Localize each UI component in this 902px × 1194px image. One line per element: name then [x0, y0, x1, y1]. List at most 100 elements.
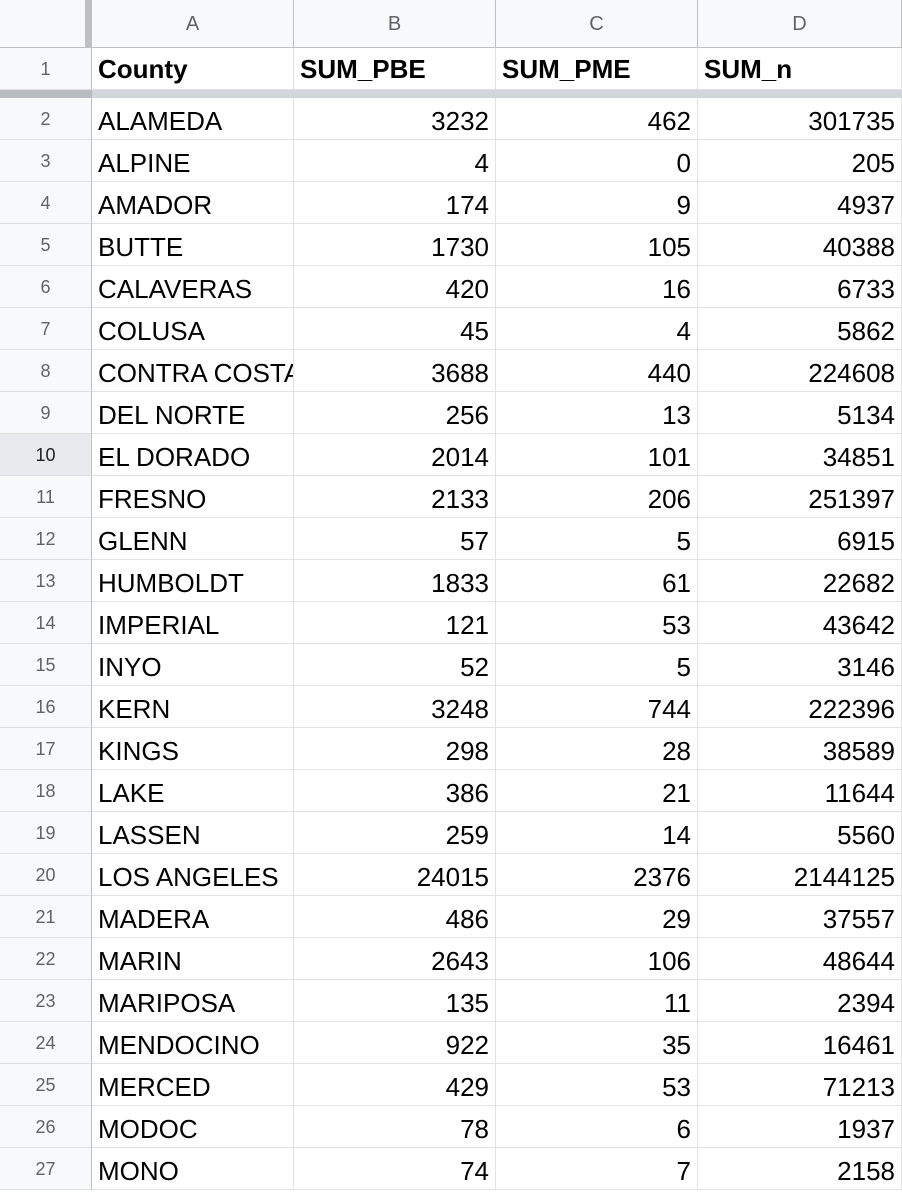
header-cell-c[interactable]: SUM_PME — [496, 48, 698, 90]
row-header[interactable]: 10 — [0, 434, 92, 476]
table-cell[interactable]: LASSEN — [92, 812, 294, 854]
table-cell[interactable]: 386 — [294, 770, 496, 812]
select-all-corner[interactable] — [0, 0, 86, 48]
table-cell[interactable]: 53 — [496, 602, 698, 644]
table-cell[interactable]: 48644 — [698, 938, 902, 980]
table-cell[interactable]: IMPERIAL — [92, 602, 294, 644]
table-cell[interactable]: 45 — [294, 308, 496, 350]
header-cell-d[interactable]: SUM_n — [698, 48, 902, 90]
row-header[interactable]: 6 — [0, 266, 92, 308]
table-cell[interactable]: LAKE — [92, 770, 294, 812]
table-cell[interactable]: CALAVERAS — [92, 266, 294, 308]
table-cell[interactable]: 5134 — [698, 392, 902, 434]
table-cell[interactable]: MADERA — [92, 896, 294, 938]
table-cell[interactable]: 174 — [294, 182, 496, 224]
table-cell[interactable]: 256 — [294, 392, 496, 434]
table-cell[interactable]: INYO — [92, 644, 294, 686]
table-cell[interactable]: AMADOR — [92, 182, 294, 224]
table-cell[interactable]: 61 — [496, 560, 698, 602]
table-cell[interactable]: 251397 — [698, 476, 902, 518]
table-cell[interactable]: 301735 — [698, 98, 902, 140]
row-header[interactable]: 9 — [0, 392, 92, 434]
row-header[interactable]: 18 — [0, 770, 92, 812]
table-cell[interactable]: 121 — [294, 602, 496, 644]
header-cell-b[interactable]: SUM_PBE — [294, 48, 496, 90]
table-cell[interactable]: 2014 — [294, 434, 496, 476]
row-header[interactable]: 8 — [0, 350, 92, 392]
row-header[interactable]: 4 — [0, 182, 92, 224]
column-header-a[interactable]: A — [92, 0, 294, 48]
table-cell[interactable]: 53 — [496, 1064, 698, 1106]
table-cell[interactable]: ALAMEDA — [92, 98, 294, 140]
table-cell[interactable]: 3248 — [294, 686, 496, 728]
table-cell[interactable]: 37557 — [698, 896, 902, 938]
row-header[interactable]: 17 — [0, 728, 92, 770]
table-cell[interactable]: 106 — [496, 938, 698, 980]
table-cell[interactable]: KINGS — [92, 728, 294, 770]
table-cell[interactable]: 205 — [698, 140, 902, 182]
table-cell[interactable]: 78 — [294, 1106, 496, 1148]
table-cell[interactable]: 2376 — [496, 854, 698, 896]
row-header[interactable]: 12 — [0, 518, 92, 560]
table-cell[interactable]: 22682 — [698, 560, 902, 602]
table-cell[interactable]: 5 — [496, 518, 698, 560]
row-header[interactable]: 13 — [0, 560, 92, 602]
table-cell[interactable]: 922 — [294, 1022, 496, 1064]
table-cell[interactable]: 2394 — [698, 980, 902, 1022]
header-cell-a[interactable]: County — [92, 48, 294, 90]
table-cell[interactable]: CONTRA COSTA — [92, 350, 294, 392]
table-cell[interactable]: 486 — [294, 896, 496, 938]
table-cell[interactable]: 2643 — [294, 938, 496, 980]
table-cell[interactable]: KERN — [92, 686, 294, 728]
table-cell[interactable]: 34851 — [698, 434, 902, 476]
row-header[interactable]: 21 — [0, 896, 92, 938]
table-cell[interactable]: COLUSA — [92, 308, 294, 350]
table-cell[interactable]: 0 — [496, 140, 698, 182]
table-cell[interactable]: 440 — [496, 350, 698, 392]
table-cell[interactable]: 2144125 — [698, 854, 902, 896]
table-cell[interactable]: 2158 — [698, 1148, 902, 1190]
table-cell[interactable]: MARIPOSA — [92, 980, 294, 1022]
row-header[interactable]: 25 — [0, 1064, 92, 1106]
table-cell[interactable]: ALPINE — [92, 140, 294, 182]
table-cell[interactable]: 420 — [294, 266, 496, 308]
table-cell[interactable]: 4937 — [698, 182, 902, 224]
table-cell[interactable]: 429 — [294, 1064, 496, 1106]
table-cell[interactable]: 52 — [294, 644, 496, 686]
table-cell[interactable]: 3232 — [294, 98, 496, 140]
row-header[interactable]: 20 — [0, 854, 92, 896]
frozen-row-handle[interactable] — [0, 90, 92, 98]
table-cell[interactable]: BUTTE — [92, 224, 294, 266]
row-header[interactable]: 7 — [0, 308, 92, 350]
table-cell[interactable]: 2133 — [294, 476, 496, 518]
table-cell[interactable]: 6915 — [698, 518, 902, 560]
table-cell[interactable]: 1833 — [294, 560, 496, 602]
row-header[interactable]: 23 — [0, 980, 92, 1022]
table-cell[interactable]: 28 — [496, 728, 698, 770]
row-header[interactable]: 24 — [0, 1022, 92, 1064]
table-cell[interactable]: 9 — [496, 182, 698, 224]
table-cell[interactable]: 57 — [294, 518, 496, 560]
table-cell[interactable]: 5560 — [698, 812, 902, 854]
table-cell[interactable]: 74 — [294, 1148, 496, 1190]
column-header-b[interactable]: B — [294, 0, 496, 48]
table-cell[interactable]: 206 — [496, 476, 698, 518]
column-header-d[interactable]: D — [698, 0, 902, 48]
table-cell[interactable]: MERCED — [92, 1064, 294, 1106]
table-cell[interactable]: 14 — [496, 812, 698, 854]
row-header-1[interactable]: 1 — [0, 48, 92, 90]
table-cell[interactable]: 38589 — [698, 728, 902, 770]
table-cell[interactable]: 29 — [496, 896, 698, 938]
table-cell[interactable]: 135 — [294, 980, 496, 1022]
table-cell[interactable]: 259 — [294, 812, 496, 854]
table-cell[interactable]: 1937 — [698, 1106, 902, 1148]
table-cell[interactable]: 35 — [496, 1022, 698, 1064]
table-cell[interactable]: 5 — [496, 644, 698, 686]
table-cell[interactable]: EL DORADO — [92, 434, 294, 476]
row-header[interactable]: 11 — [0, 476, 92, 518]
table-cell[interactable]: MODOC — [92, 1106, 294, 1148]
table-cell[interactable]: 4 — [496, 308, 698, 350]
table-cell[interactable]: DEL NORTE — [92, 392, 294, 434]
frozen-column-handle[interactable] — [86, 0, 92, 48]
table-cell[interactable]: 298 — [294, 728, 496, 770]
